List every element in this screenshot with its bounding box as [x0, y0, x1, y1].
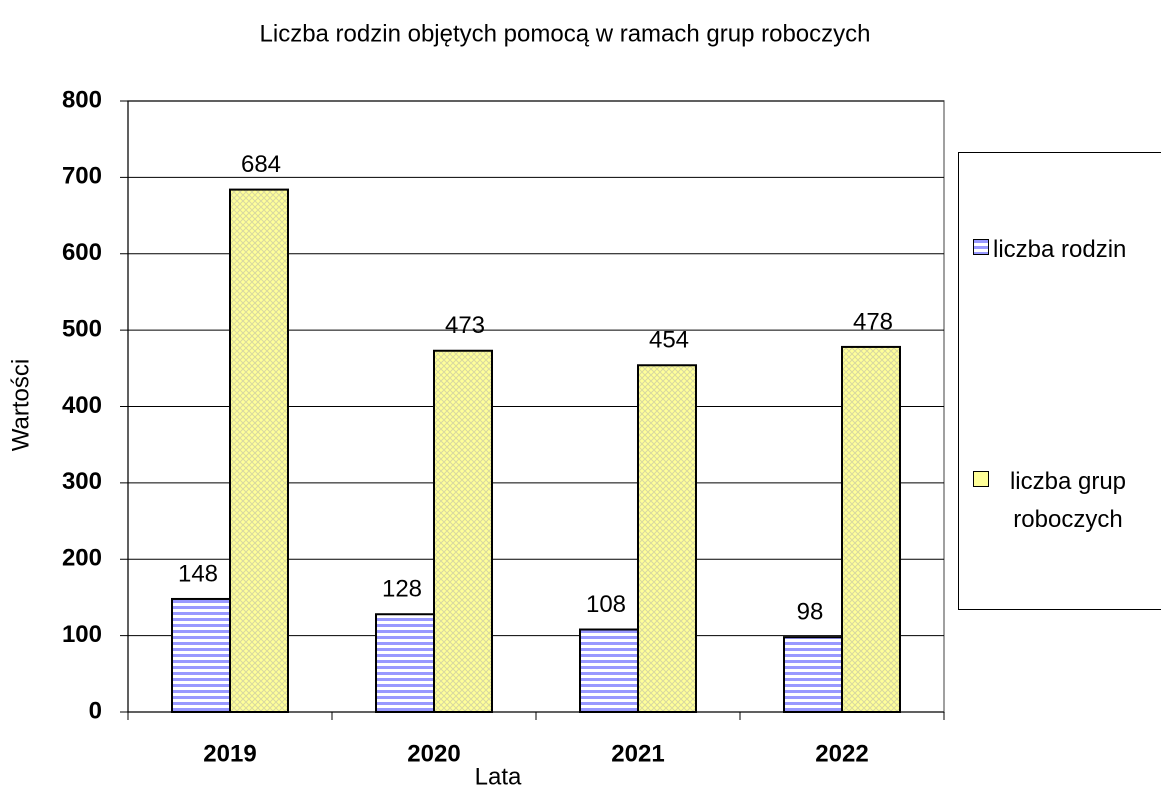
y-tick-label: 800	[62, 86, 102, 113]
y-tick-label: 600	[62, 239, 102, 266]
x-tick-label: 2020	[407, 740, 460, 767]
data-label: 148	[178, 560, 218, 587]
x-tick-label: 2019	[203, 740, 256, 767]
y-tick-label: 100	[62, 621, 102, 648]
legend-swatch	[973, 239, 989, 255]
bar	[375, 613, 435, 713]
legend-item: liczba grup roboczych	[973, 463, 1143, 539]
x-tick-label: 2021	[611, 740, 664, 767]
x-axis-label: Lata	[475, 763, 522, 789]
bar	[433, 349, 493, 713]
data-label: 98	[797, 598, 824, 625]
bar	[783, 636, 843, 714]
bar	[841, 345, 901, 713]
y-axis-label: Wartości	[7, 359, 34, 451]
data-label: 478	[853, 308, 893, 335]
data-label: 473	[445, 312, 485, 339]
data-label: 454	[649, 327, 689, 354]
legend: liczba rodzin liczba grup roboczych	[958, 152, 1161, 610]
y-tick-label: 0	[89, 697, 102, 724]
y-tick-label: 400	[62, 392, 102, 419]
y-tick-label: 200	[62, 545, 102, 572]
y-tick-label: 700	[62, 163, 102, 190]
legend-item: liczba rodzin	[973, 231, 1126, 269]
data-label: 108	[586, 591, 626, 618]
y-tick-label: 300	[62, 468, 102, 495]
bar	[637, 364, 697, 713]
data-label: 684	[241, 151, 281, 178]
legend-label: liczba rodzin	[993, 236, 1127, 263]
chart-title: Liczba rodzin objętych pomocą w ramach g…	[260, 20, 871, 47]
legend-swatch	[973, 471, 989, 487]
bar	[171, 597, 231, 714]
x-tick-label: 2022	[815, 740, 868, 767]
bar	[229, 188, 289, 714]
bar	[579, 628, 639, 714]
legend-label: liczba grup roboczych	[1009, 468, 1127, 533]
y-tick-label: 500	[62, 315, 102, 342]
data-label: 128	[382, 576, 422, 603]
